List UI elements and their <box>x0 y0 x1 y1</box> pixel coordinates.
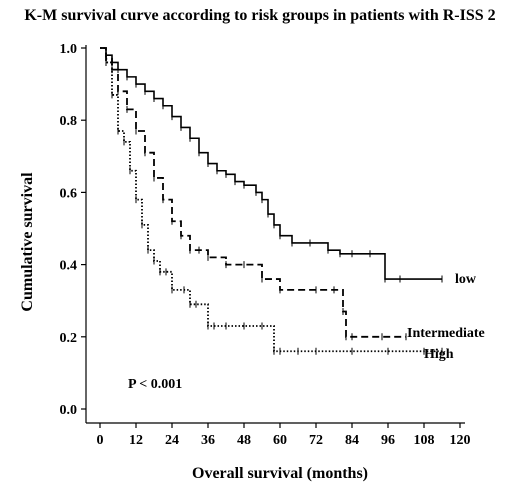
y-tick-label: 0.2 <box>60 331 78 346</box>
series-group: low Intermediate High <box>100 47 485 362</box>
series-intermediate-line <box>100 47 406 338</box>
x-tick-label: 84 <box>345 433 359 448</box>
y-tick-label: 0.4 <box>60 259 78 274</box>
x-tick-label: 72 <box>309 433 323 448</box>
y-tick-label: 0.8 <box>60 114 78 129</box>
y-tick-label: 1.0 <box>60 42 78 57</box>
x-tick-label: 120 <box>450 433 471 448</box>
series-low-line <box>100 47 442 280</box>
series-high-label: High <box>424 347 454 362</box>
x-tick-label: 0 <box>97 433 104 448</box>
x-axis-label: Overall survival (months) <box>192 465 368 482</box>
series-high-line <box>100 47 442 353</box>
p-value-annotation: P < 0.001 <box>128 377 182 392</box>
y-axis-label: Cumulative survival <box>19 172 36 312</box>
x-tick-label: 24 <box>165 433 179 448</box>
y-tick-label: 0.0 <box>60 403 78 418</box>
x-tick-label: 60 <box>273 433 287 448</box>
x-tick-label: 108 <box>414 433 435 448</box>
x-tick-label: 96 <box>381 433 395 448</box>
series-low-label: low <box>455 272 477 287</box>
series-intermediate-label: Intermediate <box>407 326 485 341</box>
y-tick-label: 0.6 <box>60 186 78 201</box>
x-tick-label: 36 <box>201 433 215 448</box>
x-tick-label: 48 <box>237 433 251 448</box>
axes-group: 0 12 24 36 48 60 72 84 96 108 120 0.0 0.2 0.4 0.6 0.8 1.… <box>60 42 471 448</box>
x-tick-label: 12 <box>129 433 143 448</box>
chart-title: K-M survival curve according to risk gro… <box>24 7 495 24</box>
